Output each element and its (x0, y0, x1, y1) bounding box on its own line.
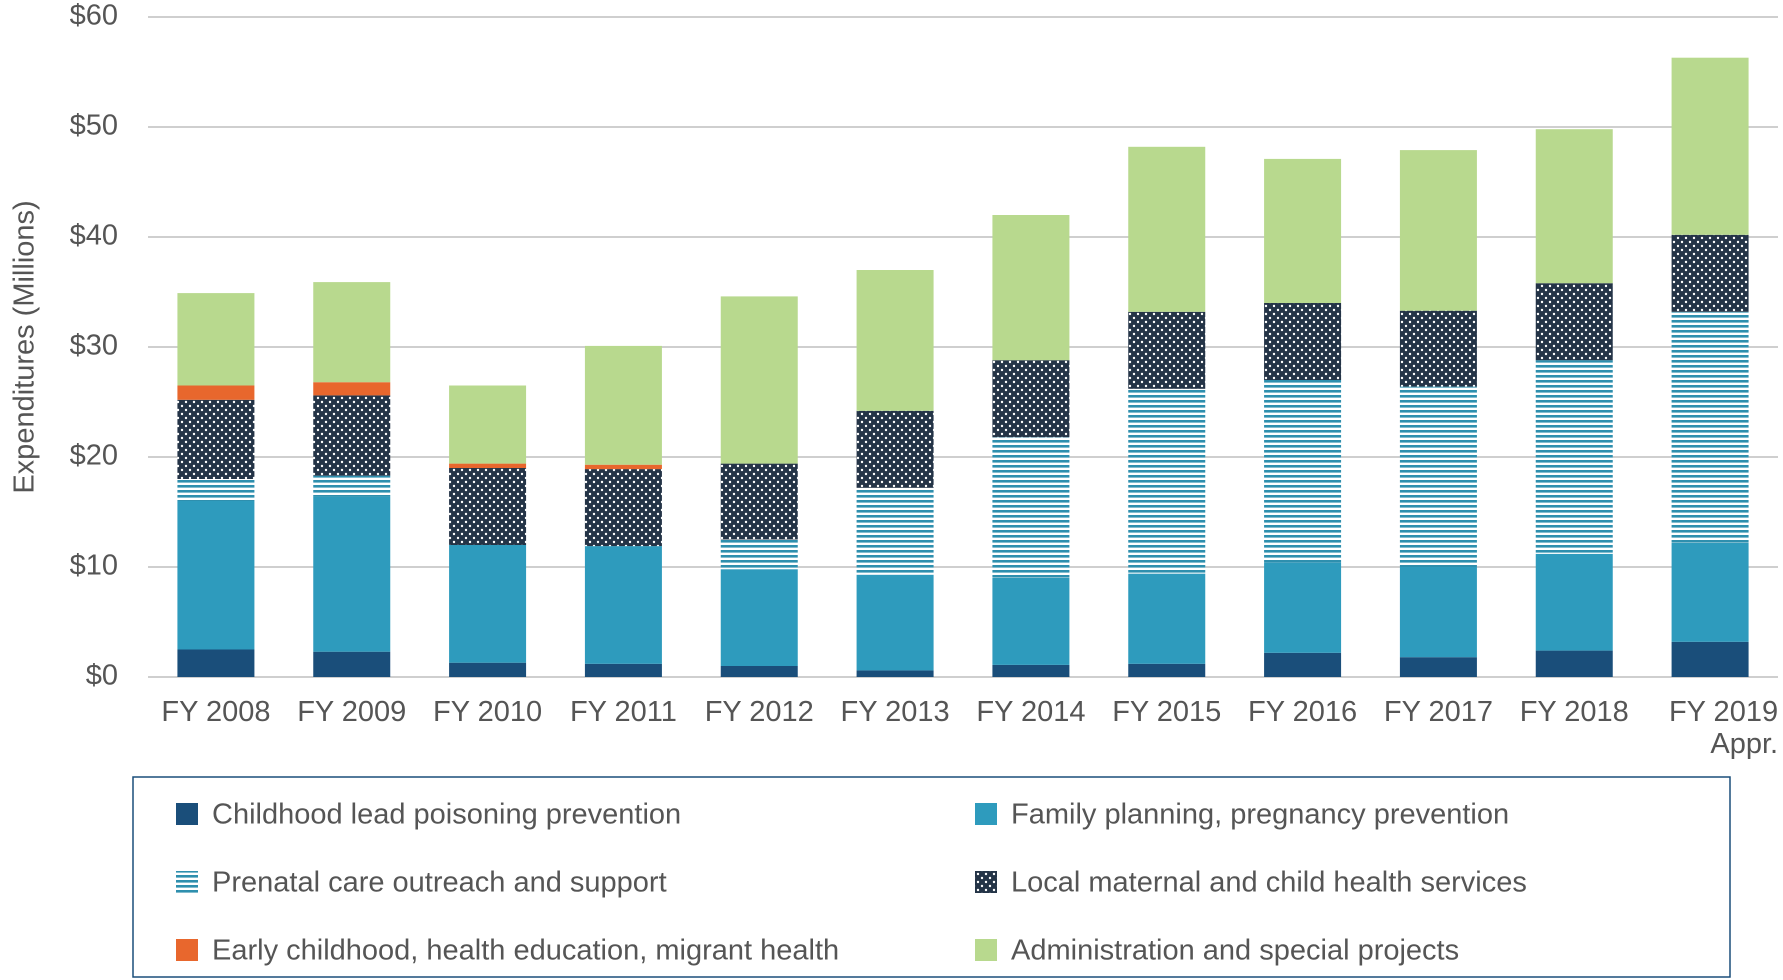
legend-label: Prenatal care outreach and support (212, 867, 667, 899)
bar-segment (1399, 657, 1477, 677)
bar-segment (1264, 303, 1342, 380)
legend-swatch (176, 803, 198, 825)
bar-segment (177, 479, 255, 501)
legend-label: Administration and special projects (1011, 935, 1459, 967)
x-tick-label: FY 2009 (297, 696, 407, 728)
legend-swatch (975, 939, 997, 961)
x-tick-label: FY 2016 (1248, 696, 1358, 728)
legend-swatch (975, 871, 997, 893)
bar-segment (992, 215, 1070, 361)
bar-segment (992, 578, 1070, 665)
bar-segment (313, 475, 391, 497)
bar-segment (1128, 388, 1206, 574)
x-tick-label: FY 2012 (704, 696, 814, 728)
bar-segment (1671, 641, 1749, 677)
bar-segment (856, 410, 934, 488)
bar-segment (856, 574, 934, 671)
bar-segment (992, 360, 1070, 438)
bar-segment (1535, 129, 1613, 284)
bar-segment (1264, 652, 1342, 677)
bar-segment (584, 464, 662, 470)
bar-segment (584, 469, 662, 547)
bar-segment (1128, 311, 1206, 389)
x-tick-label: FY 2015 (1112, 696, 1222, 728)
x-tick-label: FY 2011 (569, 696, 677, 728)
bar-segment (1671, 234, 1749, 312)
x-tick-label: FY 2019 Appr. (1668, 696, 1779, 760)
y-tick-label: $40 (70, 220, 118, 252)
bar-segment (1128, 573, 1206, 664)
bar-segment (313, 395, 391, 476)
bar-segment (449, 545, 527, 663)
x-tick-label: FY 2017 (1383, 696, 1493, 728)
y-axis-label: Expenditures (Millions) (9, 200, 41, 493)
bar-segment (720, 296, 798, 464)
legend-swatch (975, 803, 997, 825)
bar-segment (177, 293, 255, 386)
bar-segment (856, 670, 934, 677)
x-tick-label: FY 2008 (161, 696, 271, 728)
bar-segment (449, 468, 527, 545)
bar-segment (449, 463, 527, 468)
bar-segment (1264, 158, 1342, 303)
bar-segment (177, 399, 255, 479)
bar-segment (720, 666, 798, 677)
bar-segment (1399, 386, 1477, 567)
y-tick-label: $10 (70, 550, 118, 582)
bar-segment (1671, 542, 1749, 642)
bar-segment (449, 385, 527, 464)
y-tick-label: $0 (86, 660, 118, 692)
bar-segment (1264, 380, 1342, 563)
bar-segment (584, 663, 662, 677)
y-tick-label: $30 (70, 330, 118, 362)
bar-segment (1535, 553, 1613, 651)
bar-segment (1399, 310, 1477, 387)
bar-segment (1399, 567, 1477, 658)
bar-segment (1128, 663, 1206, 677)
bar-segment (1264, 562, 1342, 653)
x-tick-label: FY 2014 (976, 696, 1086, 728)
y-tick-label: $20 (70, 440, 118, 472)
bar-segment (856, 270, 934, 411)
bar-segment (720, 569, 798, 666)
bar-segment (449, 662, 527, 677)
y-tick-label: $50 (70, 110, 118, 142)
bar-segment (313, 651, 391, 677)
bar-segment (313, 382, 391, 396)
legend-box (132, 776, 1731, 978)
bar-segment (1535, 650, 1613, 677)
bar-segment (992, 437, 1070, 578)
x-tick-label: FY 2018 (1519, 696, 1629, 728)
bar-segment (720, 539, 798, 570)
x-tick-label: FY 2013 (840, 696, 950, 728)
legend-swatch (176, 871, 198, 893)
bar-segment (1128, 146, 1206, 312)
bar-segment (720, 463, 798, 540)
legend-label: Early childhood, health education, migra… (212, 935, 839, 967)
bar-segment (584, 546, 662, 664)
legend-label: Childhood lead poisoning prevention (212, 799, 681, 831)
legend-swatch (176, 939, 198, 961)
bar-segment (313, 282, 391, 383)
legend-label: Family planning, pregnancy prevention (1011, 799, 1509, 831)
bar-segment (1535, 283, 1613, 361)
bar-segment (1671, 57, 1749, 235)
bar-segment (177, 649, 255, 677)
bar-segment (1535, 360, 1613, 554)
bar-segment (584, 345, 662, 465)
bar-segment (1399, 150, 1477, 311)
bar-segment (177, 501, 255, 650)
legend-label: Local maternal and child health services (1011, 867, 1527, 899)
bar-segment (1671, 311, 1749, 543)
x-tick-label: FY 2010 (433, 696, 543, 728)
bar-segment (313, 496, 391, 652)
bar-segment (177, 385, 255, 400)
bar-segment (856, 487, 934, 575)
y-tick-label: $60 (70, 0, 118, 32)
bar-segment (992, 664, 1070, 677)
